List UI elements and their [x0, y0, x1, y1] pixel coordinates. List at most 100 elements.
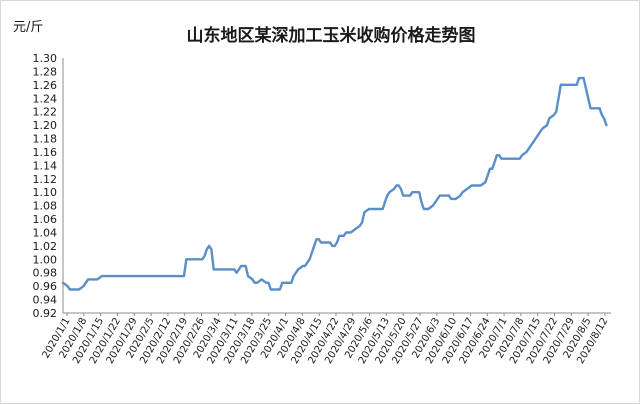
data-point — [589, 107, 592, 110]
data-point — [402, 194, 405, 197]
data-point — [260, 278, 263, 281]
data-point — [489, 167, 491, 170]
data-point — [201, 258, 204, 261]
data-point — [552, 114, 555, 116]
data-point — [443, 194, 446, 197]
data-point — [447, 194, 450, 197]
y-tick-label: 1.02 — [33, 240, 58, 253]
data-point — [107, 275, 110, 278]
data-point — [525, 150, 528, 153]
data-point — [301, 265, 304, 267]
data-point — [235, 271, 238, 274]
data-point — [91, 278, 94, 281]
data-point — [267, 281, 270, 284]
data-point — [530, 144, 533, 147]
data-point — [251, 278, 254, 281]
data-point — [536, 134, 539, 137]
data-point — [598, 107, 601, 110]
data-point — [434, 201, 437, 204]
data-point — [459, 194, 462, 197]
data-point — [228, 268, 231, 271]
data-point — [292, 275, 295, 278]
data-point — [285, 281, 288, 284]
data-point — [493, 161, 496, 163]
y-tick-label: 1.30 — [33, 52, 58, 65]
data-point — [518, 157, 521, 160]
data-point — [578, 77, 580, 80]
y-tick-label: 1.00 — [33, 253, 58, 266]
price-series-line — [61, 76, 608, 291]
data-point — [605, 124, 608, 127]
data-point — [466, 187, 469, 190]
data-point — [495, 154, 498, 157]
data-point — [393, 187, 396, 190]
data-point — [66, 285, 69, 288]
data-point — [82, 285, 85, 288]
price-series-points — [62, 77, 608, 291]
data-point — [397, 184, 400, 187]
data-point — [78, 288, 80, 291]
data-point — [247, 275, 249, 278]
data-point — [381, 208, 384, 210]
data-point — [87, 278, 90, 281]
data-point — [100, 275, 103, 278]
data-point — [324, 241, 327, 244]
data-point — [377, 208, 380, 210]
data-point — [573, 83, 576, 86]
data-point — [141, 275, 144, 278]
data-point — [164, 275, 167, 278]
data-point — [208, 244, 211, 247]
y-tick-label: 1.22 — [33, 106, 58, 119]
data-point — [205, 248, 208, 251]
data-point — [358, 224, 361, 227]
data-point — [422, 208, 425, 210]
data-point — [548, 117, 551, 120]
data-point — [278, 288, 281, 291]
y-tick-label: 0.96 — [33, 280, 58, 293]
y-tick-label: 1.14 — [33, 159, 58, 172]
data-point — [491, 167, 494, 170]
data-point — [461, 191, 464, 194]
y-tick-label: 1.20 — [33, 119, 58, 132]
data-point — [354, 228, 357, 231]
data-point — [600, 114, 603, 116]
data-point — [372, 208, 375, 210]
data-point — [315, 238, 318, 241]
data-point — [68, 288, 71, 291]
y-tick-label: 1.10 — [33, 186, 58, 199]
data-point — [541, 127, 544, 130]
data-point — [470, 184, 473, 187]
data-point — [310, 251, 313, 254]
y-tick-label: 1.24 — [33, 92, 58, 105]
data-point — [399, 187, 402, 190]
data-point — [240, 265, 243, 267]
data-point — [450, 197, 453, 200]
data-point — [363, 211, 366, 214]
y-tick-labels: 0.920.940.960.981.001.021.041.061.081.10… — [33, 52, 58, 320]
y-tick-label: 1.16 — [33, 146, 58, 159]
data-point — [345, 231, 348, 234]
y-tick-label: 1.04 — [33, 226, 58, 239]
data-point — [557, 97, 560, 100]
data-point — [96, 278, 99, 281]
data-point — [479, 184, 482, 187]
data-point — [253, 281, 256, 284]
data-point — [420, 201, 423, 204]
data-point — [73, 288, 76, 291]
data-point — [194, 258, 197, 261]
data-point — [329, 241, 332, 244]
data-point — [331, 244, 334, 247]
data-point — [486, 174, 489, 177]
y-tick-label: 1.18 — [33, 133, 58, 146]
data-point — [153, 275, 156, 278]
data-point — [221, 268, 224, 271]
y-tick-label: 1.28 — [33, 65, 58, 78]
data-point — [383, 201, 386, 204]
data-point — [534, 137, 537, 140]
data-point — [587, 97, 590, 100]
data-point — [62, 281, 64, 284]
data-point — [475, 184, 478, 187]
data-point — [233, 268, 236, 271]
data-point — [276, 288, 279, 291]
